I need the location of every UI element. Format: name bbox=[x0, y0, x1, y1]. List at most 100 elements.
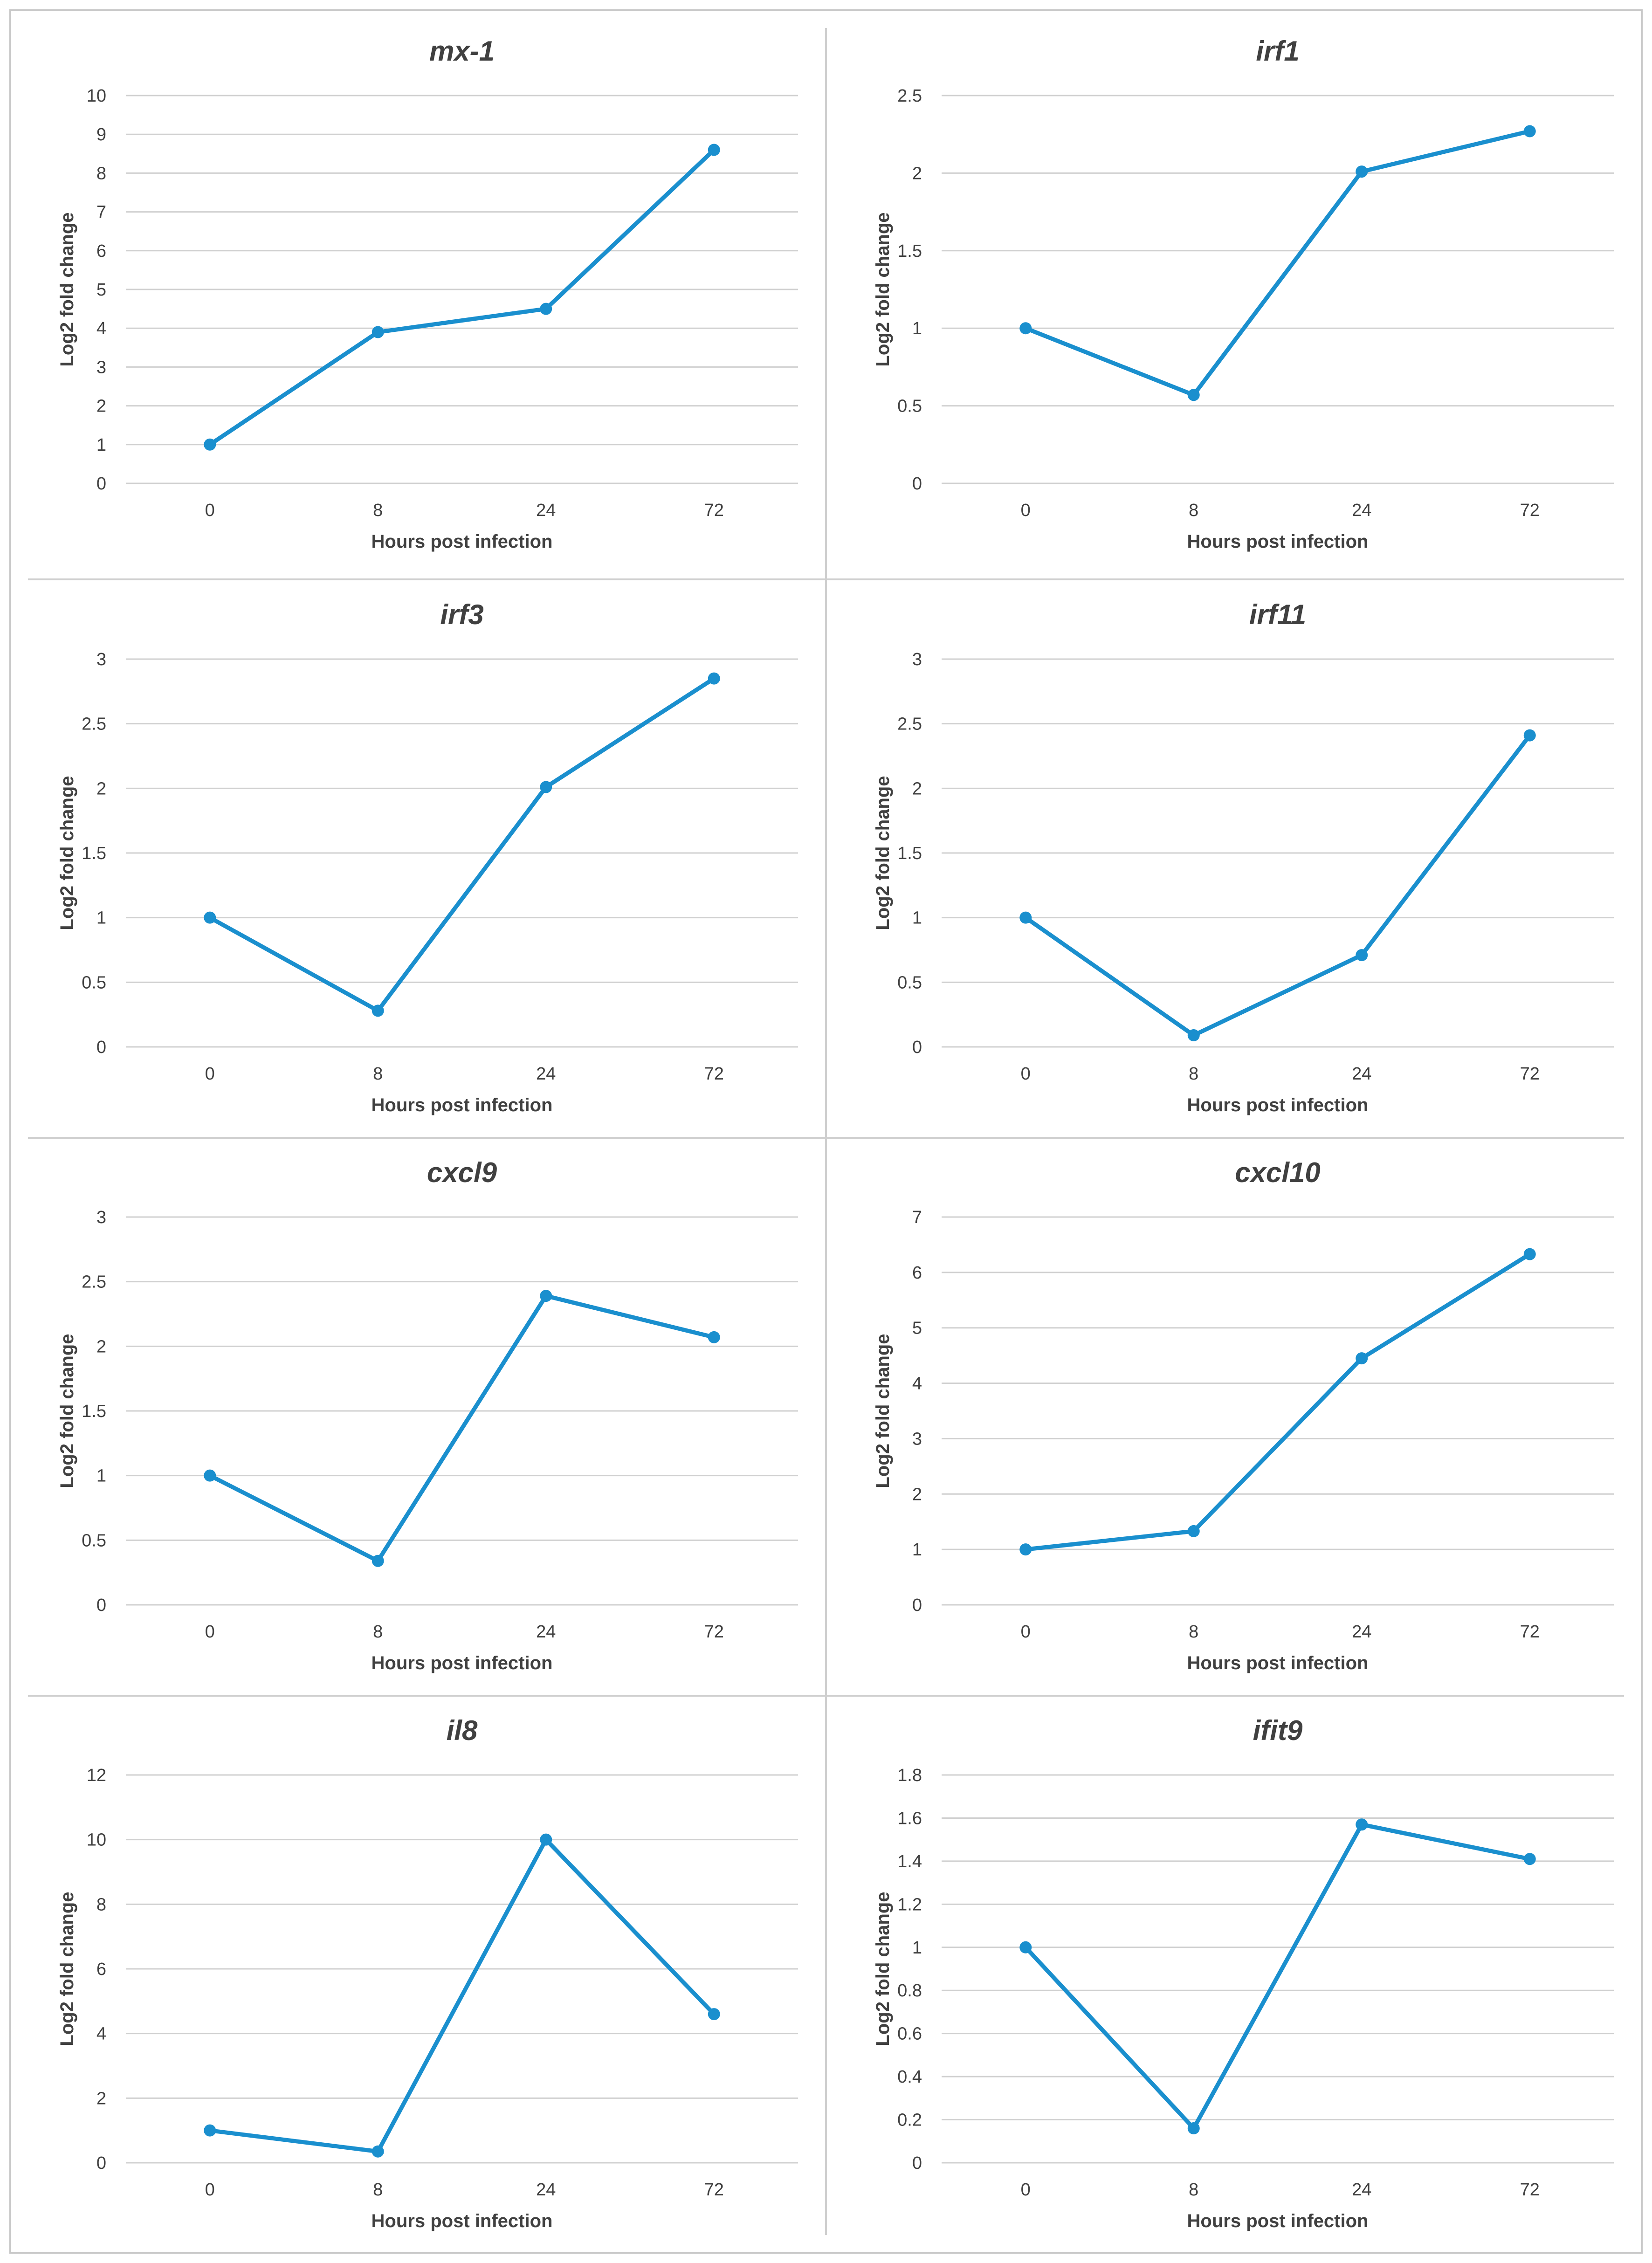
x-tick-label: 72 bbox=[704, 501, 724, 520]
data-point bbox=[1523, 1853, 1536, 1865]
x-tick-label: 8 bbox=[1189, 1064, 1198, 1084]
data-point bbox=[1356, 1352, 1368, 1365]
y-tick-label: 1 bbox=[912, 319, 922, 338]
y-tick-label: 3 bbox=[912, 1429, 922, 1449]
data-point bbox=[708, 672, 720, 685]
data-point bbox=[1019, 911, 1032, 924]
data-point bbox=[1523, 125, 1536, 138]
data-point bbox=[540, 1290, 552, 1302]
chart-title: irf11 bbox=[1249, 599, 1306, 630]
series-line bbox=[207, 147, 716, 447]
y-axis-label: Log2 fold change bbox=[57, 776, 77, 930]
y-tick-label: 0.5 bbox=[82, 1531, 106, 1550]
x-tick-label: 24 bbox=[536, 501, 556, 520]
x-tick-label: 72 bbox=[704, 1064, 724, 1084]
y-tick-label: 7 bbox=[912, 1208, 922, 1227]
y-tick-label: 6 bbox=[96, 1960, 106, 1979]
x-tick-label: 24 bbox=[536, 2180, 556, 2200]
x-tick-label: 24 bbox=[1352, 2180, 1371, 2200]
chart-title: cxcl10 bbox=[1235, 1157, 1321, 1188]
chart-title: ifit9 bbox=[1253, 1715, 1303, 1746]
x-axis-label: Hours post infection bbox=[372, 2211, 553, 2231]
y-tick-label: 5 bbox=[96, 280, 106, 300]
y-tick-label: 0.8 bbox=[897, 1981, 922, 2001]
x-tick-label: 8 bbox=[373, 501, 383, 520]
data-point bbox=[204, 1469, 216, 1482]
y-axis-label: Log2 fold change bbox=[873, 1892, 893, 2046]
data-point bbox=[1187, 389, 1200, 401]
data-point bbox=[1523, 729, 1536, 742]
y-tick-label: 4 bbox=[96, 319, 106, 338]
data-point bbox=[372, 326, 384, 338]
y-tick-label: 10 bbox=[87, 86, 106, 106]
x-axis-label: Hours post infection bbox=[1187, 531, 1369, 552]
y-tick-label: 4 bbox=[912, 1374, 922, 1394]
y-tick-label: 2 bbox=[912, 1485, 922, 1504]
y-axis-label: Log2 fold change bbox=[873, 212, 893, 366]
series-line bbox=[207, 1293, 716, 1563]
y-tick-label: 1.4 bbox=[897, 1852, 922, 1871]
chart-title: irf1 bbox=[1256, 35, 1299, 67]
y-tick-label: 0 bbox=[912, 1038, 922, 1057]
y-tick-label: 2 bbox=[96, 1337, 106, 1356]
y-tick-label: 7 bbox=[96, 203, 106, 222]
y-tick-label: 1 bbox=[912, 908, 922, 928]
series-line bbox=[1023, 129, 1532, 397]
data-point bbox=[708, 144, 720, 156]
y-tick-label: 1.8 bbox=[897, 1766, 922, 1785]
x-axis-label: Hours post infection bbox=[372, 531, 553, 552]
x-tick-label: 8 bbox=[1189, 501, 1198, 520]
x-tick-label: 72 bbox=[704, 2180, 724, 2200]
y-tick-label: 0 bbox=[912, 1596, 922, 1615]
chart-panel-cxcl10: cxcl10 0 1 2 3 4 5 6 7 0 8 24 72 Hours post infection… bbox=[873, 1157, 1614, 1673]
x-tick-label: 24 bbox=[1352, 1622, 1371, 1642]
x-tick-label: 8 bbox=[1189, 2180, 1198, 2200]
y-tick-label: 8 bbox=[96, 1895, 106, 1914]
x-tick-label: 0 bbox=[205, 2180, 215, 2200]
y-tick-label: 2.5 bbox=[82, 715, 106, 734]
x-tick-label: 0 bbox=[205, 1622, 215, 1642]
x-axis-label: Hours post infection bbox=[1187, 1095, 1369, 1115]
y-tick-label: 0.5 bbox=[897, 973, 922, 992]
y-tick-label: 9 bbox=[96, 125, 106, 144]
y-tick-label: 2.5 bbox=[82, 1273, 106, 1292]
y-tick-label: 0.4 bbox=[897, 2067, 922, 2087]
y-tick-label: 3 bbox=[96, 358, 106, 377]
y-axis-label: Log2 fold change bbox=[57, 1892, 77, 2046]
x-tick-label: 72 bbox=[1520, 1064, 1540, 1084]
y-axis-label: Log2 fold change bbox=[873, 776, 893, 930]
data-point bbox=[372, 2145, 384, 2158]
series-line bbox=[1023, 733, 1532, 1038]
y-tick-label: 4 bbox=[96, 2024, 106, 2044]
chart-panel-irf3: irf3 0 0.5 1 1.5 2 2.5 3 0 8 24 72 Hours post infect… bbox=[57, 599, 798, 1115]
y-tick-label: 1.5 bbox=[897, 241, 922, 261]
chart-title: irf3 bbox=[440, 599, 483, 630]
y-tick-label: 0 bbox=[96, 2153, 106, 2173]
x-axis-label: Hours post infection bbox=[1187, 1653, 1369, 1673]
x-tick-label: 24 bbox=[536, 1064, 556, 1084]
y-tick-label: 0 bbox=[912, 474, 922, 494]
x-tick-label: 8 bbox=[1189, 1622, 1198, 1642]
x-tick-label: 24 bbox=[536, 1622, 556, 1642]
data-point bbox=[1019, 322, 1032, 335]
chart-title: mx-1 bbox=[429, 35, 495, 67]
y-tick-label: 1 bbox=[912, 1540, 922, 1560]
data-point bbox=[204, 2124, 216, 2137]
x-axis-label: Hours post infection bbox=[1187, 2211, 1369, 2231]
data-point bbox=[1187, 2122, 1200, 2135]
y-tick-label: 12 bbox=[87, 1766, 106, 1785]
y-tick-label: 0.2 bbox=[897, 2111, 922, 2130]
y-tick-label: 0 bbox=[96, 474, 106, 494]
y-tick-label: 2.5 bbox=[897, 86, 922, 106]
data-point bbox=[708, 2008, 720, 2021]
x-tick-label: 8 bbox=[373, 1622, 383, 1642]
x-tick-label: 72 bbox=[704, 1622, 724, 1642]
y-tick-label: 1 bbox=[96, 908, 106, 928]
data-point bbox=[1187, 1029, 1200, 1042]
y-tick-label: 6 bbox=[96, 241, 106, 261]
data-point bbox=[372, 1555, 384, 1567]
x-tick-label: 0 bbox=[205, 1064, 215, 1084]
y-tick-label: 2 bbox=[96, 397, 106, 416]
